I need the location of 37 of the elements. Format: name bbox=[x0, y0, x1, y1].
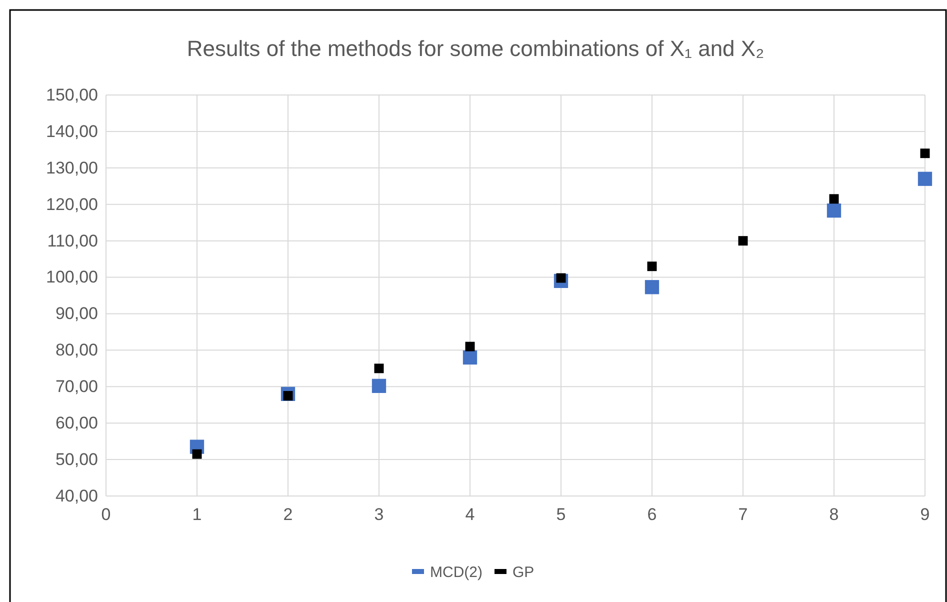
y-tick-label: 90,00 bbox=[55, 304, 98, 324]
legend-label: MCD(2) bbox=[430, 564, 482, 581]
x-tick-label: 3 bbox=[374, 505, 384, 524]
x-tick-label: 0 bbox=[101, 505, 111, 524]
y-tick-label: 120,00 bbox=[46, 194, 98, 214]
y-tick-label: 140,00 bbox=[46, 122, 98, 141]
x-tick-label: 7 bbox=[738, 505, 748, 524]
x-tick-label: 9 bbox=[920, 505, 930, 524]
y-tick-label: 130,00 bbox=[46, 158, 98, 178]
point bbox=[374, 364, 384, 374]
y-tick-label: 60,00 bbox=[55, 414, 98, 433]
x-tick-label: 2 bbox=[283, 505, 293, 524]
x-tick-label: 6 bbox=[647, 505, 657, 524]
point bbox=[372, 378, 386, 393]
point bbox=[829, 194, 839, 204]
x-tick-label: 4 bbox=[465, 505, 475, 524]
x-tick-label: 8 bbox=[829, 505, 839, 524]
point bbox=[462, 350, 478, 365]
chart-title: Results of the methods for some combinations of X₁ and X₂ bbox=[186, 36, 764, 61]
point bbox=[647, 262, 657, 272]
point bbox=[465, 342, 475, 352]
legend-label: GP bbox=[512, 564, 534, 581]
point bbox=[738, 236, 748, 246]
y-tick-label: 40,00 bbox=[55, 486, 98, 506]
point bbox=[918, 172, 932, 186]
x-tick-label: 1 bbox=[192, 505, 202, 524]
point bbox=[920, 148, 930, 158]
point bbox=[826, 203, 842, 218]
y-tick-label: 70,00 bbox=[55, 377, 98, 396]
y-tick-label: 100,00 bbox=[46, 268, 98, 287]
y-tick-label: 80,00 bbox=[55, 340, 98, 360]
y-tick-label: 110,00 bbox=[47, 231, 98, 250]
point bbox=[192, 449, 202, 459]
y-tick-label: 150,00 bbox=[46, 85, 98, 104]
point bbox=[644, 280, 660, 294]
x-tick-label: 5 bbox=[556, 505, 566, 524]
y-tick-label: 50,00 bbox=[55, 450, 98, 469]
